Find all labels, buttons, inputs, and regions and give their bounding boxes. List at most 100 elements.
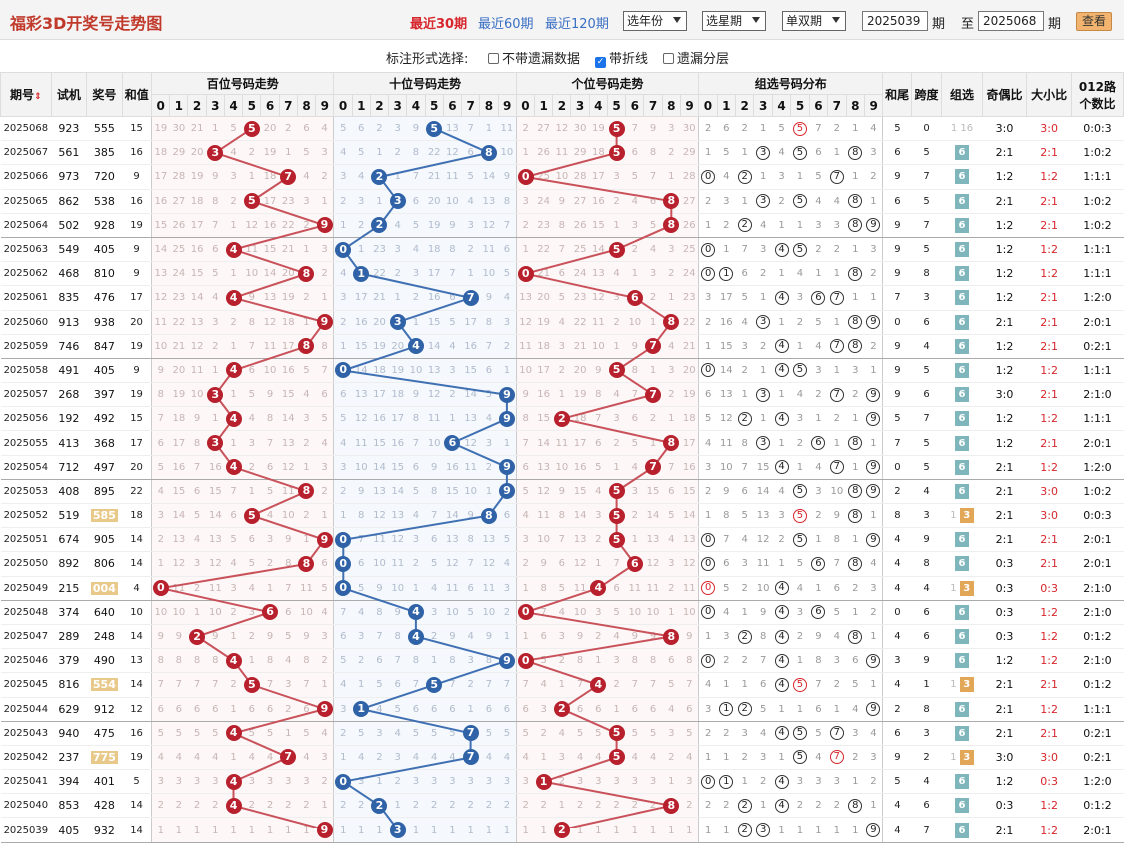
miss-cell: 5 xyxy=(589,455,608,480)
miss-cell: 25 xyxy=(570,237,590,263)
from-issue-input[interactable]: 2025039 xyxy=(862,11,928,31)
zx-cell: 6 xyxy=(941,358,983,384)
winning-ball: 5 xyxy=(242,116,261,142)
miss-cell: 5 xyxy=(534,648,553,674)
trend-table-wrapper: 期号⇕ 试机 奖号 和值 百位号码走势 十位号码走势 个位号码走势 组选号码分布… xyxy=(0,72,1124,843)
zx-header: 组选 xyxy=(941,72,983,117)
miss-cell: 2 xyxy=(461,237,480,263)
miss-cell: 9 xyxy=(388,600,407,625)
query-button[interactable]: 查看 xyxy=(1076,12,1112,31)
options-label: 标注形式选择: xyxy=(386,52,469,67)
checkbox-icon[interactable] xyxy=(663,53,674,64)
miss-cell: 6 xyxy=(625,406,644,432)
recent-120-link[interactable]: 最近120期 xyxy=(545,17,609,32)
jo-cell: 1:2 xyxy=(982,285,1027,311)
issue-header[interactable]: 期号⇕ xyxy=(0,72,52,117)
miss-cell: 5 xyxy=(809,721,828,746)
miss-cell: 1 xyxy=(864,503,883,529)
miss-cell: 3 xyxy=(297,189,316,214)
miss-cell: 3 xyxy=(315,745,334,771)
test-cell: 502 xyxy=(51,213,87,238)
miss-cell: 1 xyxy=(772,817,791,843)
miss-cell: 2 xyxy=(827,237,847,263)
zx-cell: 1 3 xyxy=(941,576,983,601)
miss-cell: 6 xyxy=(479,697,498,722)
miss-cell: 1 xyxy=(827,430,847,456)
miss-cell: 2 xyxy=(698,479,718,505)
recent-30-link[interactable]: 最近30期 xyxy=(410,17,468,32)
checkbox-checked-icon[interactable]: ✓ xyxy=(595,57,606,68)
odd-even-select[interactable]: 单双期 xyxy=(782,11,846,31)
miss-cell: 6 xyxy=(297,697,316,722)
miss-cell: 8 xyxy=(461,527,480,553)
miss-cell: 1 xyxy=(827,817,847,843)
miss-cell: 2 xyxy=(589,793,608,819)
miss-cell: 6 xyxy=(589,697,608,722)
kd-cell: 3 xyxy=(911,285,942,311)
miss-cell: 14 xyxy=(187,285,207,311)
miss-cell: 2 xyxy=(498,600,517,625)
winning-ball: 7 xyxy=(643,334,663,359)
miss-cell: 1 xyxy=(717,672,736,698)
prize-cell: 004 xyxy=(86,576,123,601)
miss-cell: 7 xyxy=(515,672,535,698)
miss-cell: 21 xyxy=(370,285,389,311)
miss-cell: 10 xyxy=(717,455,736,480)
miss-cell: 1 xyxy=(864,430,883,456)
miss-cell: 13 xyxy=(352,382,371,408)
miss-cell: 20 xyxy=(260,116,280,142)
miss-cell: 2 xyxy=(333,721,353,746)
year-select[interactable]: 选年份 xyxy=(623,11,687,31)
miss-cell: 3 xyxy=(224,576,243,601)
recent-60-link[interactable]: 最近60期 xyxy=(478,17,534,32)
miss-cell: 4 xyxy=(333,261,353,287)
miss-cell: 26 xyxy=(570,213,590,238)
test-cell: 289 xyxy=(51,624,87,650)
miss-cell: 8 xyxy=(717,503,736,529)
miss-cell: 4 xyxy=(169,745,188,771)
zx-cell: 6 xyxy=(941,334,983,359)
trend-table: 期号⇕ 试机 奖号 和值 百位号码走势 十位号码走势 个位号码走势 组选号码分布… xyxy=(0,72,1124,843)
option-line[interactable]: ✓ 带折线 xyxy=(595,52,649,68)
miss-cell: 4 xyxy=(443,334,462,359)
table-row: 2025044 629 912 12 6 6 6 6 1 6 6 2 6 9 3 1 4 5 6 6 6 1 6 6 6 3 2 6 6… xyxy=(0,697,1124,722)
sum-cell: 17 xyxy=(122,285,152,311)
miss-cell: 16 xyxy=(206,455,225,480)
miss-cell: 7 xyxy=(260,672,280,698)
group-digit: 7 xyxy=(827,164,847,190)
miss-cell: 9 xyxy=(461,503,480,529)
miss-cell: 1 xyxy=(753,793,773,819)
issue-cell: 2025057 xyxy=(0,382,52,408)
miss-cell: 1 xyxy=(790,164,810,190)
miss-cell: 4 xyxy=(352,600,371,625)
issue-cell: 2025049 xyxy=(0,576,52,601)
kd-cell: 6 xyxy=(911,382,942,408)
miss-cell: 30 xyxy=(680,116,699,142)
miss-cell: 2 xyxy=(753,334,773,359)
to-issue-input[interactable]: 2025068 xyxy=(978,11,1044,31)
checkbox-icon[interactable] xyxy=(488,53,499,64)
kd-cell: 8 xyxy=(911,697,942,722)
winning-ball: 8 xyxy=(662,430,681,456)
group-digit: 4 xyxy=(772,406,791,432)
option-no-miss[interactable]: 不带遗漏数据 xyxy=(488,48,580,67)
miss-cell: 3 xyxy=(242,600,261,625)
miss-cell: 4 xyxy=(662,334,681,359)
miss-cell: 1 xyxy=(370,817,389,843)
miss-cell: 7 xyxy=(260,430,280,456)
miss-cell: 8 xyxy=(206,189,225,214)
option-layer[interactable]: 遗漏分层 xyxy=(663,48,729,67)
miss-cell: 3 xyxy=(589,600,608,625)
digit-header: 9 xyxy=(679,94,700,117)
miss-cell: 7 xyxy=(643,672,663,698)
miss-cell: 3 xyxy=(297,769,316,795)
miss-cell: 5 xyxy=(150,721,170,746)
miss-cell: 5 xyxy=(333,648,353,674)
miss-cell: 30 xyxy=(570,116,590,142)
miss-cell: 5 xyxy=(809,164,828,190)
weekday-select[interactable]: 选星期 xyxy=(702,11,766,31)
miss-cell: 6 xyxy=(498,503,517,529)
miss-cell: 3 xyxy=(680,769,699,795)
group-digit: 0 xyxy=(698,237,718,263)
miss-cell: 8 xyxy=(443,648,462,674)
